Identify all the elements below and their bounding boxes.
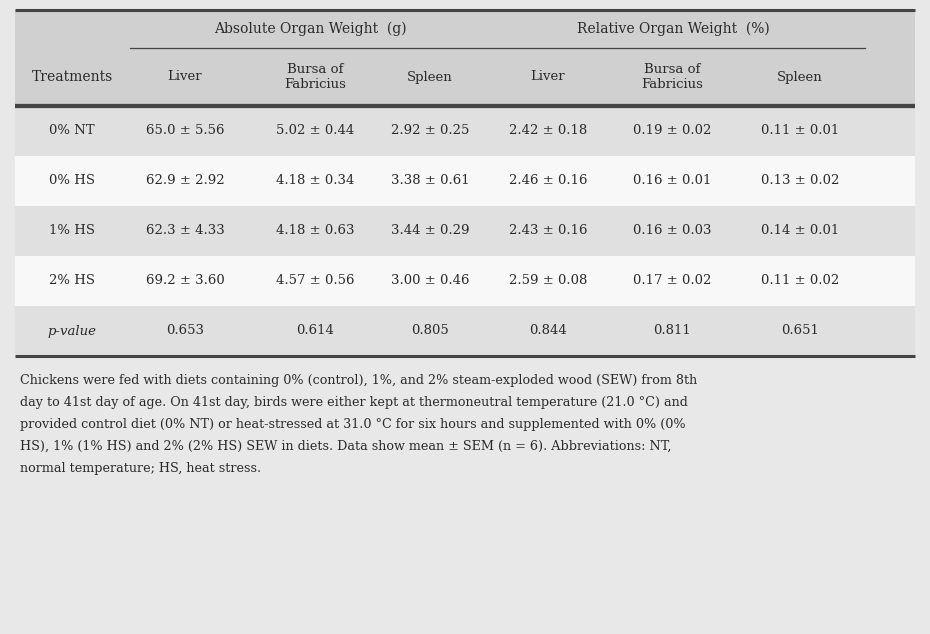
Bar <box>15 206 915 256</box>
Text: 0.11 ± 0.02: 0.11 ± 0.02 <box>761 275 839 287</box>
Text: Liver: Liver <box>531 70 565 84</box>
Text: 1% HS: 1% HS <box>49 224 95 238</box>
Text: HS), 1% (1% HS) and 2% (2% HS) SEW in diets. Data show mean ± SEM (n = 6). Abbre: HS), 1% (1% HS) and 2% (2% HS) SEW in di… <box>20 440 671 453</box>
Text: Bursa of
Fabricius: Bursa of Fabricius <box>284 63 346 91</box>
Text: 0.19 ± 0.02: 0.19 ± 0.02 <box>632 124 711 138</box>
Text: 2.92 ± 0.25: 2.92 ± 0.25 <box>391 124 470 138</box>
Text: 2.59 ± 0.08: 2.59 ± 0.08 <box>509 275 587 287</box>
Text: 3.44 ± 0.29: 3.44 ± 0.29 <box>391 224 470 238</box>
Text: 69.2 ± 3.60: 69.2 ± 3.60 <box>146 275 224 287</box>
Text: 0.17 ± 0.02: 0.17 ± 0.02 <box>632 275 711 287</box>
Text: Spleen: Spleen <box>407 70 453 84</box>
Bar <box>15 10 915 356</box>
Text: 4.57 ± 0.56: 4.57 ± 0.56 <box>276 275 354 287</box>
Text: 0.653: 0.653 <box>166 325 204 337</box>
Text: 0.614: 0.614 <box>296 325 334 337</box>
Text: 62.9 ± 2.92: 62.9 ± 2.92 <box>146 174 224 188</box>
Text: 0.16 ± 0.03: 0.16 ± 0.03 <box>632 224 711 238</box>
Text: 0.651: 0.651 <box>781 325 819 337</box>
Text: provided control diet (0% NT) or heat-stressed at 31.0 °C for six hours and supp: provided control diet (0% NT) or heat-st… <box>20 418 685 431</box>
Text: 2% HS: 2% HS <box>49 275 95 287</box>
Text: 0.16 ± 0.01: 0.16 ± 0.01 <box>632 174 711 188</box>
Text: 0% HS: 0% HS <box>49 174 95 188</box>
Text: 0.844: 0.844 <box>529 325 567 337</box>
Text: 0.14 ± 0.01: 0.14 ± 0.01 <box>761 224 839 238</box>
Bar <box>15 306 915 356</box>
Text: p-value: p-value <box>47 325 97 337</box>
Text: 0.811: 0.811 <box>653 325 691 337</box>
Text: Absolute Organ Weight  (g): Absolute Organ Weight (g) <box>214 22 406 36</box>
Text: Relative Organ Weight  (%): Relative Organ Weight (%) <box>577 22 770 36</box>
Bar <box>15 10 915 106</box>
Text: 2.43 ± 0.16: 2.43 ± 0.16 <box>509 224 587 238</box>
Bar <box>15 156 915 206</box>
Text: 65.0 ± 5.56: 65.0 ± 5.56 <box>146 124 224 138</box>
Text: 3.00 ± 0.46: 3.00 ± 0.46 <box>391 275 470 287</box>
Text: 5.02 ± 0.44: 5.02 ± 0.44 <box>276 124 354 138</box>
Text: Chickens were fed with diets containing 0% (control), 1%, and 2% steam-exploded : Chickens were fed with diets containing … <box>20 374 698 387</box>
Text: normal temperature; HS, heat stress.: normal temperature; HS, heat stress. <box>20 462 261 475</box>
Text: 0.13 ± 0.02: 0.13 ± 0.02 <box>761 174 839 188</box>
Text: 4.18 ± 0.34: 4.18 ± 0.34 <box>276 174 354 188</box>
Bar <box>15 106 915 156</box>
Text: 0.11 ± 0.01: 0.11 ± 0.01 <box>761 124 839 138</box>
Text: 3.38 ± 0.61: 3.38 ± 0.61 <box>391 174 470 188</box>
Text: 2.46 ± 0.16: 2.46 ± 0.16 <box>509 174 587 188</box>
Text: Treatments: Treatments <box>32 70 113 84</box>
Text: 62.3 ± 4.33: 62.3 ± 4.33 <box>146 224 224 238</box>
Text: 0% NT: 0% NT <box>49 124 95 138</box>
Text: Spleen: Spleen <box>777 70 823 84</box>
Text: 0.805: 0.805 <box>411 325 449 337</box>
Text: 2.42 ± 0.18: 2.42 ± 0.18 <box>509 124 587 138</box>
Text: Liver: Liver <box>167 70 203 84</box>
Text: Bursa of
Fabricius: Bursa of Fabricius <box>641 63 703 91</box>
Text: day to 41st day of age. On 41st day, birds were either kept at thermoneutral tem: day to 41st day of age. On 41st day, bir… <box>20 396 688 409</box>
Bar <box>15 256 915 306</box>
Text: 4.18 ± 0.63: 4.18 ± 0.63 <box>276 224 354 238</box>
